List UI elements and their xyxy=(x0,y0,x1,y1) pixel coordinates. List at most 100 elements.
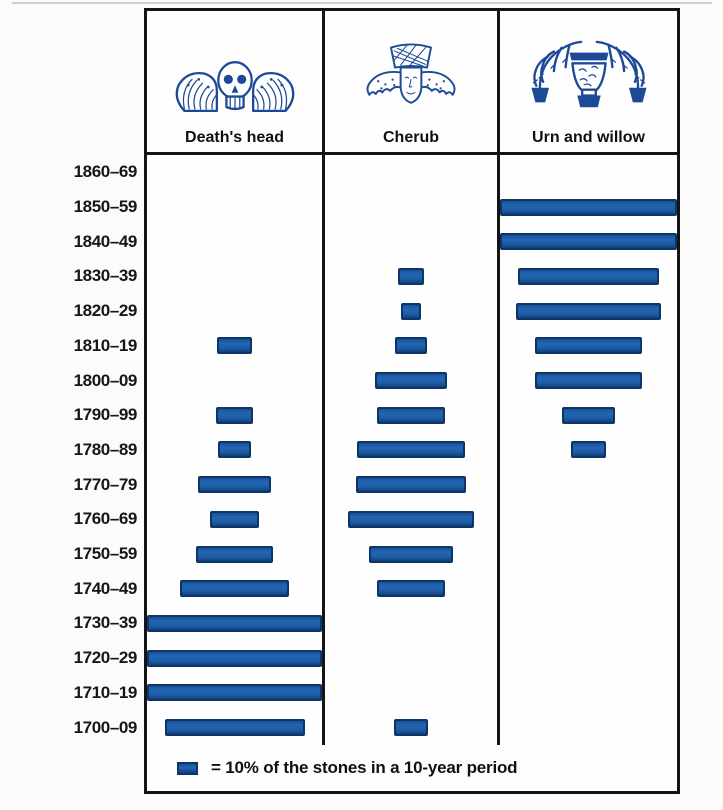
chart-cell xyxy=(500,433,677,468)
seriation-bar xyxy=(348,510,474,528)
seriation-bar xyxy=(196,545,273,563)
year-label: 1860–69 xyxy=(73,162,138,182)
chart-header: Death's head xyxy=(147,11,677,155)
year-label: 1820–29 xyxy=(73,301,138,321)
chart-cell xyxy=(500,467,677,502)
chart-cell xyxy=(325,537,497,572)
year-label: 1770–79 xyxy=(73,474,138,494)
seriation-bar xyxy=(534,337,643,355)
chart-cell xyxy=(500,537,677,572)
chart-cell xyxy=(325,363,497,398)
chart-cell xyxy=(325,224,497,259)
seriation-bar xyxy=(217,337,252,355)
seriation-bar xyxy=(500,233,677,251)
seriation-bar xyxy=(515,302,662,320)
chart-column-1 xyxy=(147,155,325,745)
year-label: 1850–59 xyxy=(73,197,138,217)
seriation-bar xyxy=(534,372,643,390)
seriation-bar xyxy=(400,302,422,320)
chart-cell xyxy=(325,467,497,502)
seriation-bar xyxy=(210,510,259,528)
chart-cell xyxy=(325,259,497,294)
chart-cell xyxy=(147,398,322,433)
seriation-bar xyxy=(147,684,322,702)
chart-cell xyxy=(500,710,677,745)
header-cell-cherub: Cherub xyxy=(325,11,500,152)
chart-cell xyxy=(500,294,677,329)
seriation-bar xyxy=(570,441,607,459)
seriation-bar xyxy=(500,198,677,216)
year-label: 1840–49 xyxy=(73,231,138,251)
chart-cell xyxy=(147,467,322,502)
column-label-urn-and-willow: Urn and willow xyxy=(532,129,645,146)
year-label: 1710–19 xyxy=(73,682,138,702)
chart-body xyxy=(147,155,677,745)
year-label: 1830–39 xyxy=(73,266,138,286)
year-label: 1810–19 xyxy=(73,335,138,355)
chart-cell xyxy=(147,641,322,676)
seriation-bar xyxy=(164,719,305,737)
chart-frame: Death's head xyxy=(144,8,680,794)
seriation-bar xyxy=(394,337,428,355)
chart-cell xyxy=(147,710,322,745)
chart-cell xyxy=(325,294,497,329)
year-label: 1720–29 xyxy=(73,648,138,668)
chart-cell xyxy=(325,329,497,364)
urn-and-willow-icon xyxy=(511,26,667,126)
seriation-bar xyxy=(377,580,445,598)
header-cell-urn-and-willow: Urn and willow xyxy=(500,11,677,152)
chart-cell xyxy=(500,363,677,398)
chart-cell xyxy=(147,433,322,468)
seriation-bar xyxy=(147,649,322,667)
year-label: 1700–09 xyxy=(73,717,138,737)
year-label: 1800–09 xyxy=(73,370,138,390)
chart-cell xyxy=(147,294,322,329)
winged-skull-icon xyxy=(172,48,298,126)
chart-cell xyxy=(325,606,497,641)
column-label-cherub: Cherub xyxy=(383,129,439,146)
year-label: 1740–49 xyxy=(73,578,138,598)
chart-cell xyxy=(500,398,677,433)
chart-cell xyxy=(500,676,677,711)
seriation-bar xyxy=(517,267,660,285)
chart-cell xyxy=(500,259,677,294)
seriation-bar xyxy=(356,441,466,459)
chart-cell xyxy=(147,329,322,364)
chart-cell xyxy=(147,155,322,190)
chart-cell xyxy=(147,259,322,294)
seriation-bar xyxy=(197,476,272,494)
chart-cell xyxy=(147,571,322,606)
chart-column-3 xyxy=(500,155,677,745)
chart-cell xyxy=(500,502,677,537)
seriation-bar xyxy=(376,406,446,424)
year-label: 1750–59 xyxy=(73,544,138,564)
chart-cell xyxy=(325,398,497,433)
chart-cell xyxy=(500,190,677,225)
legend-swatch xyxy=(177,761,198,775)
legend-text: = 10% of the stones in a 10-year period xyxy=(211,758,518,777)
chart-cell xyxy=(500,606,677,641)
chart-cell xyxy=(147,676,322,711)
chart-cell xyxy=(500,224,677,259)
year-label: 1780–89 xyxy=(73,439,138,459)
year-label: 1790–99 xyxy=(73,405,138,425)
year-labels-column: 1860–69 1850–59 1840–49 1830–39 1820–29 1810–… xyxy=(0,155,138,745)
chart-column-2 xyxy=(325,155,500,745)
chart-legend: = 10% of the stones in a 10-year period xyxy=(147,745,677,791)
chart-cell xyxy=(325,710,497,745)
year-label: 1760–69 xyxy=(73,509,138,529)
seriation-bar xyxy=(147,614,322,632)
chart-cell xyxy=(500,641,677,676)
chart-cell xyxy=(325,190,497,225)
chart-cell xyxy=(500,155,677,190)
chart-cell xyxy=(325,433,497,468)
chart-cell xyxy=(325,502,497,537)
page-top-rule xyxy=(12,2,712,4)
seriation-bar xyxy=(398,267,424,285)
chart-cell xyxy=(147,363,322,398)
chart-cell xyxy=(500,571,677,606)
seriation-bar xyxy=(180,580,289,598)
seriation-bar xyxy=(217,441,252,459)
chart-cell xyxy=(147,606,322,641)
